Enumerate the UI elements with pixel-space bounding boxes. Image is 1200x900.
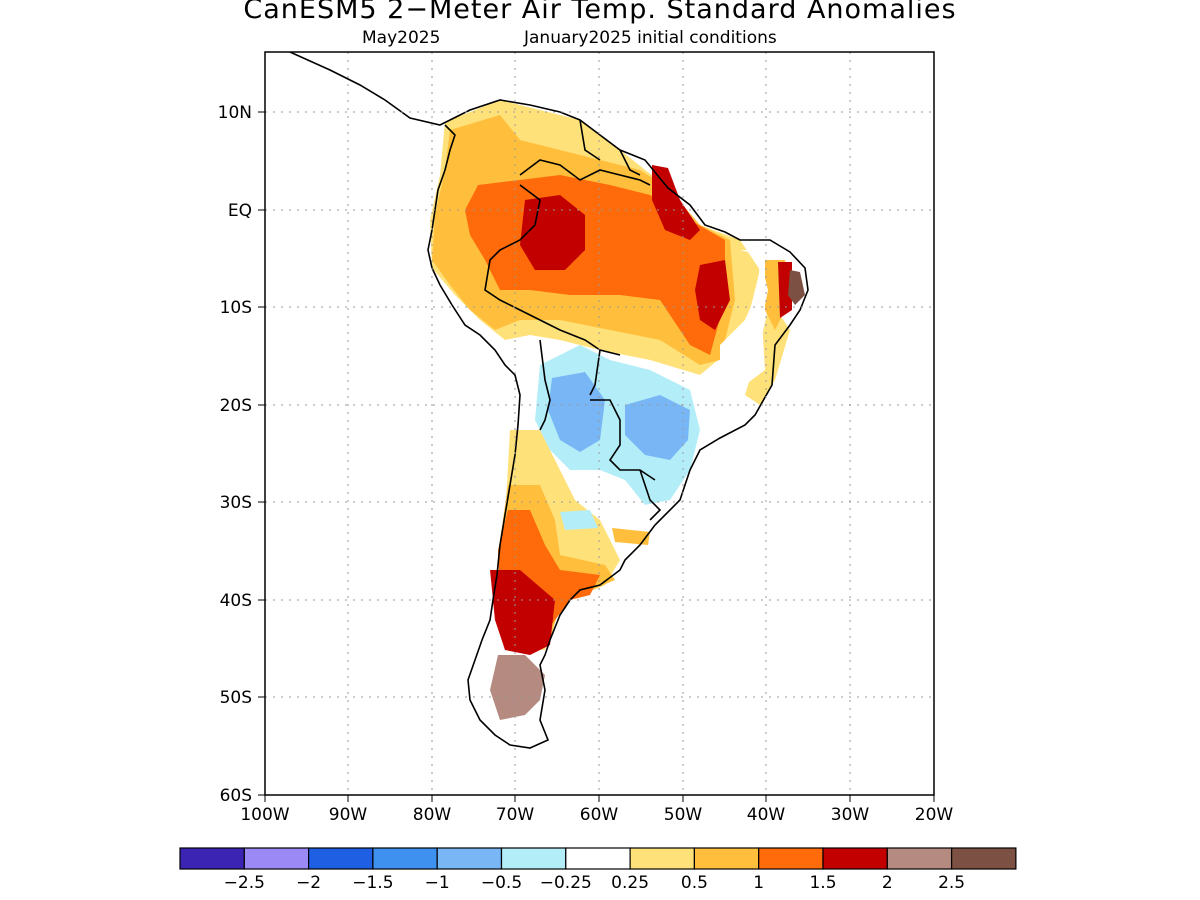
colorbar-label: 1 <box>753 873 764 893</box>
latitude-axis: 10N EQ 10S 20S 30S 40S 50S 60S <box>218 103 265 806</box>
colorbar-swatch <box>500 847 567 870</box>
anomaly-band-0p25-east <box>745 300 790 405</box>
lat-tick-label: 40S <box>220 591 252 611</box>
colorbar-label: −0.25 <box>540 873 592 893</box>
map-title: CanESM5 2−Meter Air Temp. Standard Anoma… <box>243 0 957 25</box>
lat-tick-label: 50S <box>220 688 252 708</box>
anomaly-band-1p5-patagonia <box>490 570 555 655</box>
colorbar-label: 1.5 <box>809 873 836 893</box>
anomaly-band-neg0p25-south <box>560 510 598 530</box>
lon-tick-label: 50W <box>664 805 703 825</box>
anomaly-band-2p5 <box>788 270 805 305</box>
colorbar-label: 0.25 <box>611 873 649 893</box>
longitude-axis: 100W 90W 80W 70W 60W 50W 40W 30W 20W <box>240 795 953 825</box>
colorbar-label: 2.5 <box>938 873 965 893</box>
lon-tick-label: 70W <box>496 805 535 825</box>
initial-conditions-label: January2025 initial conditions <box>524 28 777 48</box>
anomaly-band-1p5-west <box>520 195 585 270</box>
colorbar-swatch <box>308 847 374 870</box>
lat-tick-label: 20S <box>220 396 252 416</box>
colorbar-swatch <box>758 847 824 870</box>
lon-tick-label: 20W <box>915 805 954 825</box>
lat-tick-label: 10S <box>220 298 252 318</box>
lon-tick-label: 30W <box>831 805 870 825</box>
lon-tick-label: 40W <box>747 805 786 825</box>
anomaly-band-neutral-ne <box>720 250 768 385</box>
colorbar-swatch <box>565 847 631 870</box>
lat-tick-label: EQ <box>228 201 252 221</box>
lon-tick-label: 60W <box>580 805 619 825</box>
colorbar-label: 0.5 <box>681 873 708 893</box>
colorbar-label: −2 <box>296 873 321 893</box>
lon-tick-label: 80W <box>413 805 452 825</box>
anomaly-band-1p5-coast <box>778 262 792 318</box>
anomaly-band-1p5-center <box>695 260 730 330</box>
lat-tick-label: 10N <box>218 103 252 123</box>
colorbar: −2.5 −2 −1.5 −1 −0.5 −0.25 0.25 0.5 1 1.5 2 2.5 <box>179 847 1017 893</box>
colorbar-label: −1.5 <box>352 873 393 893</box>
colorbar-swatch <box>372 847 438 870</box>
colorbar-swatch <box>179 847 245 870</box>
lon-tick-label: 90W <box>329 805 368 825</box>
lat-tick-label: 30S <box>220 493 252 513</box>
colorbar-swatch <box>243 847 310 870</box>
country-borders <box>484 119 662 521</box>
anomaly-band-neg0p5-east <box>625 395 690 460</box>
colorbar-label: −0.5 <box>481 873 522 893</box>
colorbar-label: 2 <box>882 873 893 893</box>
colorbar-swatch <box>950 847 1017 870</box>
colorbar-swatch <box>436 847 503 870</box>
colorbar-label: −2.5 <box>224 873 265 893</box>
lat-tick-label: 60S <box>220 786 252 806</box>
anomaly-band-2 <box>490 655 545 720</box>
colorbar-swatch <box>693 847 760 870</box>
forecast-month: May2025 <box>362 28 441 48</box>
colorbar-swatch <box>886 847 953 870</box>
colorbar-label: −1 <box>425 873 450 893</box>
colorbar-swatch <box>822 847 888 870</box>
colorbar-swatch <box>629 847 695 870</box>
lon-tick-label: 100W <box>240 805 289 825</box>
anomaly-band-0p5-coast <box>612 528 650 545</box>
